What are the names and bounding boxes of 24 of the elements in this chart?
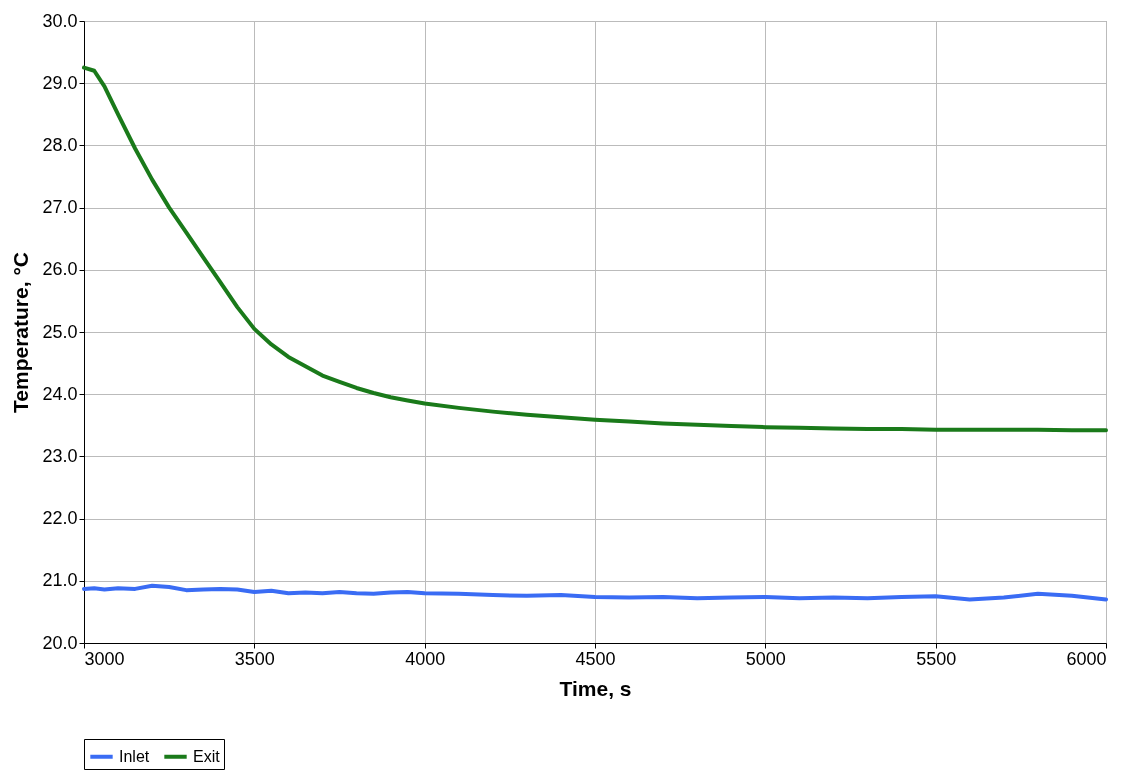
x-tick-label: 4500	[575, 648, 616, 669]
x-axis-title: Time, s	[559, 676, 632, 700]
y-tick-label: 21.0	[42, 570, 78, 591]
y-tick-label: 20.0	[42, 632, 78, 653]
y-tick-label: 26.0	[42, 259, 78, 280]
y-tick-label: 23.0	[42, 445, 78, 466]
x-tick-label: 5000	[745, 648, 786, 669]
y-tick-label: 27.0	[42, 197, 78, 218]
x-tick-label: 6000	[1066, 648, 1107, 669]
legend-label: Exit	[193, 747, 221, 765]
y-axis-title: Temperature, °C	[9, 252, 33, 413]
x-tick-label: 4000	[405, 648, 446, 669]
y-tick-label: 30.0	[42, 10, 78, 31]
y-tick-label: 24.0	[42, 383, 78, 404]
y-tick-label: 29.0	[42, 72, 78, 93]
legend-label: Inlet	[119, 747, 150, 765]
y-tick-label: 22.0	[42, 508, 78, 529]
x-tick-label: 3000	[84, 648, 125, 669]
x-tick-label: 3500	[234, 648, 275, 669]
line-series	[82, 583, 1108, 602]
x-tick-label: 5500	[916, 648, 957, 669]
line-series	[82, 65, 1108, 433]
y-tick-label: 28.0	[42, 134, 78, 155]
y-tick-label: 25.0	[42, 321, 78, 342]
